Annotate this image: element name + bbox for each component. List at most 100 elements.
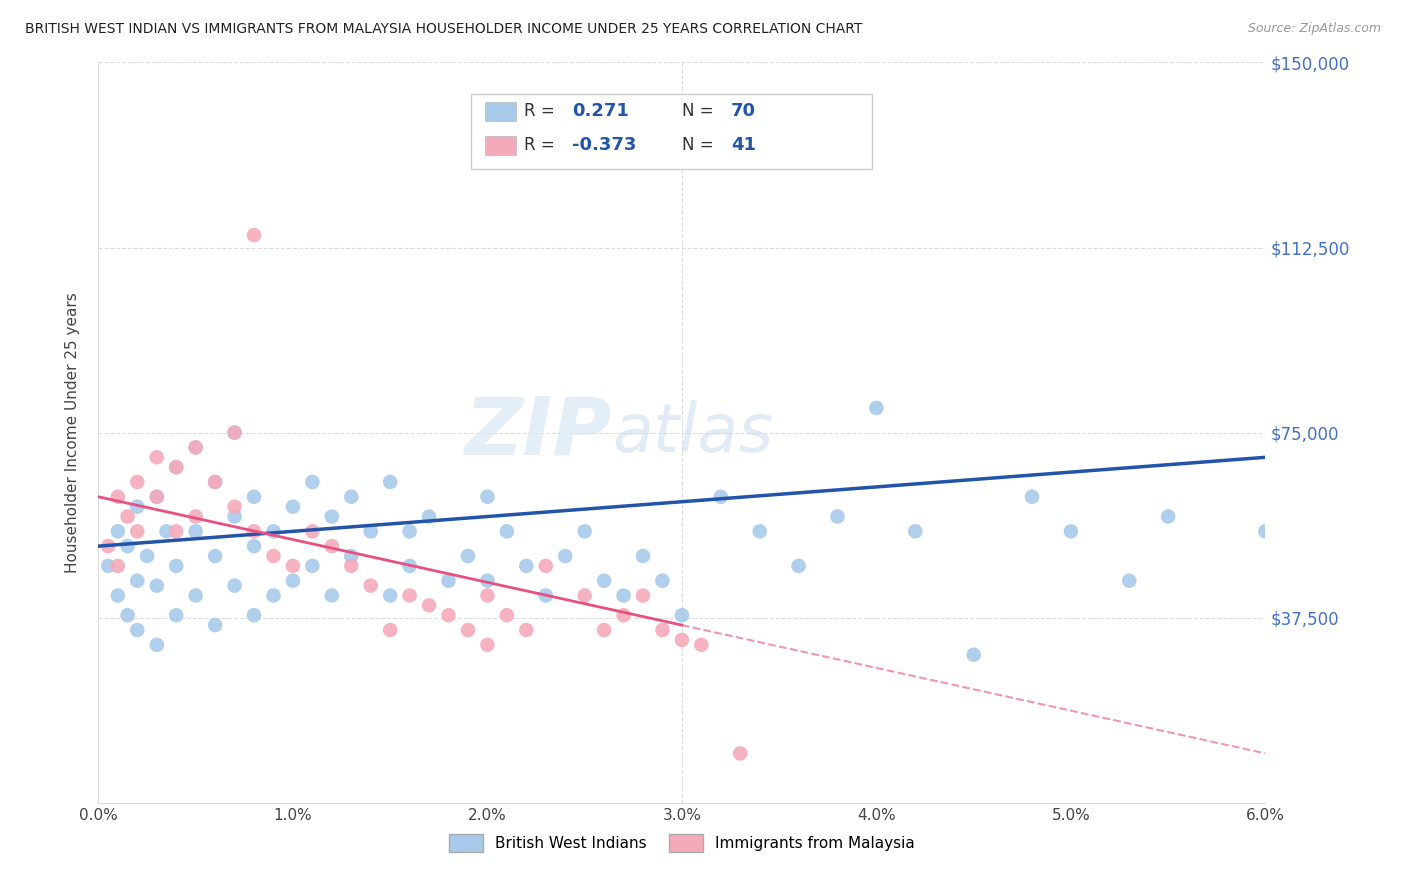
Point — [224, 500, 246, 514]
Point — [1254, 524, 1277, 539]
Point — [574, 589, 596, 603]
Point — [165, 460, 187, 475]
Point — [301, 524, 323, 539]
Text: Source: ZipAtlas.com: Source: ZipAtlas.com — [1247, 22, 1381, 36]
Point — [184, 524, 207, 539]
Point — [418, 599, 440, 613]
Text: N =: N = — [682, 103, 713, 120]
Point — [477, 589, 499, 603]
Point — [155, 524, 177, 539]
Point — [127, 475, 149, 489]
Point — [496, 524, 519, 539]
Point — [671, 608, 693, 623]
Point — [301, 475, 323, 489]
Text: 70: 70 — [731, 103, 756, 120]
Text: BRITISH WEST INDIAN VS IMMIGRANTS FROM MALAYSIA HOUSEHOLDER INCOME UNDER 25 YEAR: BRITISH WEST INDIAN VS IMMIGRANTS FROM M… — [25, 22, 863, 37]
Point — [730, 747, 752, 761]
Point — [165, 524, 187, 539]
Point — [97, 539, 120, 553]
Point — [204, 618, 226, 632]
Point — [690, 638, 713, 652]
Point — [184, 589, 207, 603]
Point — [127, 623, 149, 637]
Point — [262, 524, 284, 539]
Point — [165, 608, 187, 623]
Point — [127, 500, 149, 514]
Point — [107, 524, 129, 539]
Point — [593, 574, 616, 588]
Point — [127, 574, 149, 588]
Text: -0.373: -0.373 — [572, 136, 637, 154]
Legend: British West Indians, Immigrants from Malaysia: British West Indians, Immigrants from Ma… — [443, 829, 921, 858]
Point — [1157, 509, 1180, 524]
Point — [477, 574, 499, 588]
Point — [515, 558, 537, 573]
Point — [204, 475, 226, 489]
Point — [243, 608, 266, 623]
Point — [224, 425, 246, 440]
Point — [281, 500, 304, 514]
Point — [671, 632, 693, 647]
Point — [534, 558, 557, 573]
Point — [340, 549, 363, 563]
Point — [787, 558, 810, 573]
Point — [360, 524, 382, 539]
Point — [827, 509, 849, 524]
Point — [224, 425, 246, 440]
Point — [224, 509, 246, 524]
Point — [613, 608, 636, 623]
Point — [437, 608, 460, 623]
Point — [262, 589, 284, 603]
Point — [204, 549, 226, 563]
Point — [117, 608, 139, 623]
Point — [281, 574, 304, 588]
Point — [107, 490, 129, 504]
Point — [477, 490, 499, 504]
Point — [962, 648, 984, 662]
Point — [398, 558, 420, 573]
Point — [146, 450, 169, 465]
Point — [710, 490, 733, 504]
Point — [321, 539, 343, 553]
Point — [398, 589, 420, 603]
Point — [398, 524, 420, 539]
Point — [243, 524, 266, 539]
Point — [165, 558, 187, 573]
Point — [515, 623, 537, 637]
Point — [117, 509, 139, 524]
Point — [321, 589, 343, 603]
Point — [117, 539, 139, 553]
Point — [340, 558, 363, 573]
Point — [380, 623, 402, 637]
Point — [97, 558, 120, 573]
Point — [865, 401, 887, 415]
Point — [262, 549, 284, 563]
Point — [613, 589, 636, 603]
Text: 0.271: 0.271 — [572, 103, 628, 120]
Point — [437, 574, 460, 588]
Point — [243, 539, 266, 553]
Text: R =: R = — [524, 136, 555, 154]
Point — [146, 490, 169, 504]
Point — [904, 524, 927, 539]
Point — [146, 490, 169, 504]
Point — [127, 524, 149, 539]
Point — [574, 524, 596, 539]
Point — [340, 490, 363, 504]
Text: R =: R = — [524, 103, 555, 120]
Point — [380, 475, 402, 489]
Text: N =: N = — [682, 136, 713, 154]
Point — [360, 579, 382, 593]
Point — [631, 549, 654, 563]
Point — [243, 228, 266, 243]
Point — [321, 509, 343, 524]
Point — [184, 441, 207, 455]
Point — [496, 608, 519, 623]
Point — [146, 579, 169, 593]
Point — [243, 490, 266, 504]
Point — [184, 441, 207, 455]
Text: ZIP: ZIP — [464, 393, 612, 472]
Point — [204, 475, 226, 489]
Point — [107, 589, 129, 603]
Point — [554, 549, 576, 563]
